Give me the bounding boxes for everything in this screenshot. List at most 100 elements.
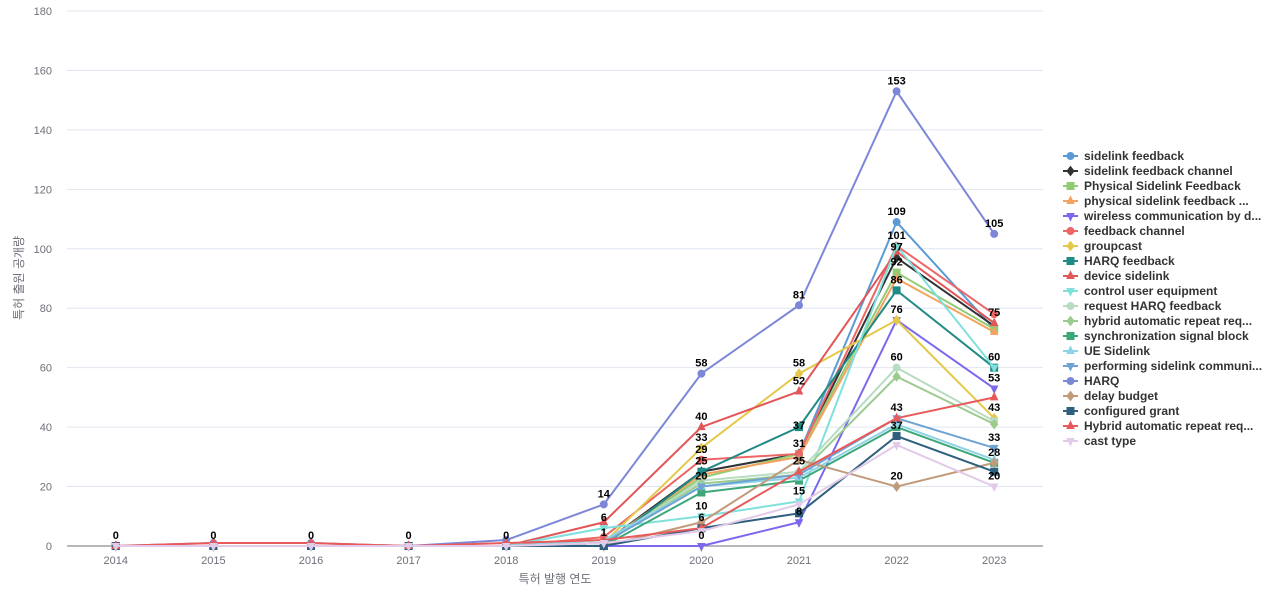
- legend-item[interactable]: device sidelink: [1063, 269, 1170, 283]
- series-18: [111, 391, 999, 549]
- series-line[interactable]: [115, 375, 995, 547]
- data-point: [599, 500, 608, 509]
- data-point: [892, 87, 901, 96]
- legend-marker: [1066, 257, 1075, 265]
- legend-item[interactable]: hybrid automatic repeat req...: [1063, 314, 1252, 328]
- series-line[interactable]: [115, 458, 995, 547]
- series-line[interactable]: [115, 319, 995, 547]
- x-tick-label: 2018: [494, 555, 518, 567]
- data-point: [599, 525, 609, 534]
- series-line[interactable]: [115, 396, 995, 547]
- series-line[interactable]: [115, 221, 995, 547]
- y-tick-label: 40: [40, 422, 52, 434]
- legend-item[interactable]: sidelink feedback channel: [1063, 164, 1233, 178]
- data-point: [697, 467, 706, 476]
- legend-item[interactable]: sidelink feedback: [1063, 149, 1184, 163]
- data-label: 25: [695, 456, 707, 468]
- legend-item[interactable]: cast type: [1063, 434, 1136, 448]
- data-point: [404, 543, 413, 552]
- legend-item[interactable]: UE Sidelink: [1063, 344, 1150, 358]
- legend-item[interactable]: performing sidelink communi...: [1063, 359, 1262, 373]
- legend-label: physical sidelink feedback ...: [1084, 194, 1249, 208]
- legend-marker: [1066, 332, 1075, 340]
- data-label: 40: [695, 411, 707, 423]
- series-line[interactable]: [115, 366, 995, 547]
- legend-marker: [1066, 315, 1075, 327]
- y-axis-title: 특허 출원 공개량: [12, 236, 26, 320]
- legend-item[interactable]: delay budget: [1063, 389, 1158, 403]
- legend-item[interactable]: HARQ: [1063, 374, 1119, 388]
- data-label: 6: [698, 512, 704, 524]
- x-tick-label: 2015: [201, 555, 225, 567]
- data-point: [599, 516, 609, 526]
- legend-item[interactable]: physical sidelink feedback ...: [1063, 194, 1249, 208]
- data-point: [892, 218, 901, 227]
- data-point: [697, 455, 706, 464]
- legend-label: sidelink feedback channel: [1084, 164, 1233, 178]
- data-label: 25: [793, 456, 805, 468]
- legend-marker: [1066, 345, 1075, 354]
- y-tick-label: 160: [34, 65, 52, 77]
- legend-item[interactable]: Physical Sidelink Feedback: [1063, 179, 1241, 193]
- data-label: 20: [988, 471, 1000, 483]
- data-point: [989, 483, 999, 493]
- legend-item[interactable]: wireless communication by d...: [1063, 209, 1261, 223]
- data-point: [892, 363, 901, 372]
- legend-item[interactable]: groupcast: [1063, 239, 1142, 253]
- data-point: [990, 457, 999, 469]
- data-label: 43: [988, 402, 1000, 414]
- data-label: 0: [113, 530, 119, 542]
- series-line[interactable]: [115, 443, 995, 547]
- data-point: [892, 412, 901, 422]
- series-line[interactable]: [115, 244, 995, 547]
- legend-label: sidelink feedback: [1084, 149, 1184, 163]
- data-point: [794, 519, 804, 528]
- x-tick-label: 2021: [787, 555, 811, 567]
- data-point: [697, 442, 706, 454]
- series-13: [111, 418, 999, 549]
- legend-item[interactable]: configured grant: [1063, 404, 1179, 418]
- legend-item[interactable]: control user equipment: [1063, 284, 1217, 298]
- legend-label: HARQ feedback: [1084, 254, 1175, 268]
- data-point: [697, 528, 706, 537]
- data-point: [892, 242, 901, 252]
- legend-label: delay budget: [1084, 389, 1158, 403]
- legend-item[interactable]: synchronization signal block: [1063, 329, 1249, 343]
- series-4: [111, 317, 999, 552]
- data-point: [697, 543, 706, 552]
- series-line[interactable]: [115, 244, 995, 547]
- data-point: [501, 543, 511, 552]
- legend-item[interactable]: feedback channel: [1063, 224, 1185, 238]
- data-label: 58: [793, 358, 805, 370]
- data-label: 37: [890, 420, 902, 432]
- series-line[interactable]: [115, 435, 995, 547]
- legend-marker: [1066, 270, 1075, 279]
- data-point: [989, 326, 999, 335]
- data-label: 33: [988, 432, 1000, 444]
- x-tick-label: 2016: [299, 555, 323, 567]
- series-line[interactable]: [115, 319, 995, 547]
- legend-label: groupcast: [1084, 239, 1142, 253]
- data-label: 37: [793, 420, 805, 432]
- series-line[interactable]: [115, 289, 995, 547]
- legend-item[interactable]: HARQ feedback: [1063, 254, 1175, 268]
- series-19: [111, 441, 999, 552]
- series-8: [111, 246, 999, 549]
- data-label: 81: [793, 289, 805, 301]
- data-label: 15: [793, 485, 805, 497]
- series-line[interactable]: [115, 271, 995, 547]
- data-point: [697, 483, 706, 493]
- series-line[interactable]: [115, 250, 995, 547]
- legend-item[interactable]: request HARQ feedback: [1063, 299, 1222, 313]
- legend-item[interactable]: Hybrid automatic repeat req...: [1063, 419, 1253, 433]
- data-point: [697, 369, 706, 378]
- legend-label: control user equipment: [1084, 284, 1217, 298]
- legend-label: cast type: [1084, 434, 1136, 448]
- data-label: 97: [890, 242, 902, 254]
- series-line[interactable]: [115, 423, 995, 547]
- legend-marker: [1066, 438, 1075, 447]
- legend-label: request HARQ feedback: [1084, 299, 1222, 313]
- y-tick-label: 0: [46, 541, 52, 553]
